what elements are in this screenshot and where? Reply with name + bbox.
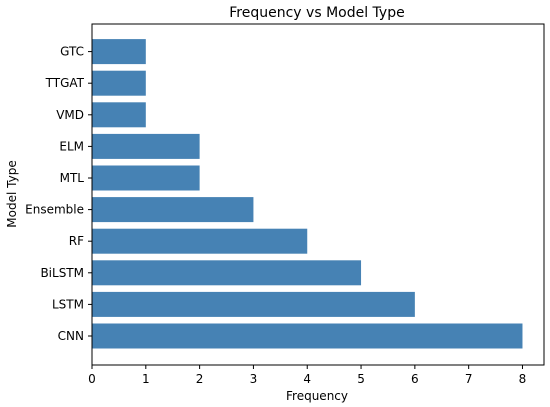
bar-ensemble	[92, 197, 254, 223]
y-axis-label: Model Type	[5, 160, 19, 227]
y-tick-label: VMD	[56, 108, 84, 122]
y-tick-label: Ensemble	[25, 203, 84, 217]
y-tick-label: LSTM	[52, 297, 84, 311]
y-tick-label: GTC	[60, 45, 84, 59]
x-tick-label: 1	[142, 372, 150, 386]
bar-ttgat	[92, 70, 146, 96]
chart-title: Frequency vs Model Type	[229, 5, 404, 21]
y-tick-label: ELM	[59, 139, 84, 153]
x-tick-label: 6	[411, 372, 419, 386]
bar-mtl	[92, 165, 200, 191]
y-tick-label: CNN	[58, 329, 84, 343]
bar-bilstm	[92, 260, 362, 286]
bar-elm	[92, 133, 200, 159]
x-axis-label: Frequency	[286, 389, 348, 403]
bar-cnn	[92, 323, 523, 349]
bar-vmd	[92, 102, 146, 128]
bar-gtc	[92, 39, 146, 65]
x-tick-label: 3	[250, 372, 258, 386]
x-tick-label: 2	[196, 372, 204, 386]
y-tick-label: MTL	[60, 171, 85, 185]
bar-rf	[92, 228, 308, 254]
bar-lstm	[92, 291, 415, 317]
x-axis-ticks: 0 1 2 3 4 5 6 7 8	[88, 365, 526, 386]
x-tick-label: 5	[357, 372, 365, 386]
y-tick-label: RF	[69, 234, 84, 248]
x-tick-label: 8	[519, 372, 527, 386]
y-tick-label: TTGAT	[45, 76, 85, 90]
x-tick-label: 0	[88, 372, 96, 386]
plot-frame	[91, 23, 545, 366]
bars-group	[92, 39, 523, 349]
x-tick-label: 4	[303, 372, 311, 386]
y-axis-ticks: CNN LSTM BiLSTM RF Ensemble MTL ELM VMD TTGAT GTC	[25, 45, 92, 343]
y-tick-label: BiLSTM	[40, 266, 84, 280]
x-tick-label: 7	[465, 372, 473, 386]
